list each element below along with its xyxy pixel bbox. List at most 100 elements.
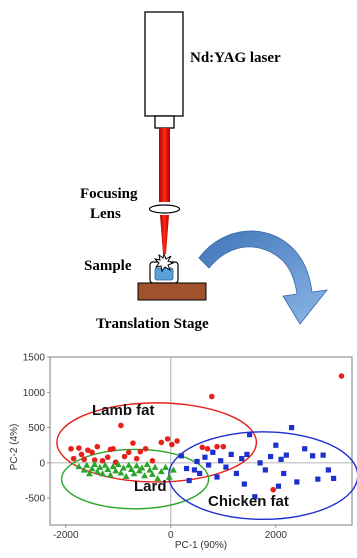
data-point-triangle (128, 465, 135, 472)
data-point-triangle (122, 472, 130, 480)
data-point-square (239, 456, 245, 462)
data-point-circle (133, 455, 140, 462)
data-point-triangle (114, 460, 122, 468)
data-point-circle (125, 449, 132, 456)
pca-scatter-chart: -2000 0 2000 1500 1000 500 0 -500 Lamb fat Lard… (9, 353, 357, 551)
data-point-circle (76, 445, 82, 451)
data-point-triangle (162, 463, 169, 470)
cluster-label-chicken-fat: Chicken fat (208, 493, 289, 510)
data-point-circle (220, 443, 227, 450)
data-point-square (302, 446, 308, 452)
data-point-triangle (151, 463, 159, 470)
data-point-triangle (99, 470, 106, 477)
sample-label: Sample (84, 258, 132, 274)
x-tick-label: 0 (168, 530, 174, 541)
data-point-triangle (125, 461, 133, 468)
data-point-triangle (85, 470, 93, 477)
laser-setup-diagram: Nd:YAG laser Focusing Lens Sample Transl… (80, 11, 328, 332)
data-point-square (331, 475, 337, 482)
data-point-circle (104, 454, 111, 461)
data-point-square (252, 494, 258, 500)
stage-label: Translation Stage (96, 316, 209, 332)
data-point-square (278, 456, 284, 462)
data-point-circle (338, 373, 345, 379)
cluster-label-lamb-fat: Lamb fat (92, 402, 155, 419)
laser-head (144, 11, 184, 117)
data-point-circle (169, 441, 175, 448)
data-point-square (262, 467, 268, 473)
data-point-circle (142, 445, 149, 452)
data-point-square (202, 454, 208, 460)
data-point-circle (199, 444, 206, 451)
focusing-lens (148, 204, 181, 214)
data-point-triangle (112, 467, 120, 474)
data-point-circle (91, 457, 98, 463)
data-point-triangle (133, 462, 141, 469)
data-point-circle (78, 451, 85, 458)
y-tick-label: -500 (25, 494, 45, 505)
data-point-triangle (154, 475, 162, 482)
data-point-square (218, 458, 224, 464)
data-point-circle (137, 448, 144, 455)
data-point-triangle (170, 466, 177, 473)
plasma-spark-icon (153, 252, 175, 273)
data-point-square (294, 479, 300, 485)
cluster-ellipse (60, 448, 210, 510)
translation-stage (137, 282, 207, 301)
data-point-square (310, 453, 316, 459)
x-axis-label: PC-1 (90%) (175, 540, 227, 551)
cluster-ellipse (56, 402, 258, 483)
data-point-circle (85, 447, 91, 453)
y-axis-label: PC-2 (4%) (9, 424, 20, 471)
laser-aperture (154, 115, 175, 129)
data-point-triangle (130, 470, 138, 477)
data-point-square (244, 451, 250, 458)
x-tick-label: -2000 (53, 530, 79, 541)
data-point-triangle (165, 473, 173, 480)
focusing-lens-label-line2: Lens (90, 206, 121, 222)
data-point-square (186, 477, 192, 484)
data-point-square (178, 453, 184, 459)
data-point-circle (208, 393, 215, 400)
data-points (68, 373, 345, 500)
data-point-circle (89, 449, 95, 456)
curved-arrow-icon (198, 230, 328, 325)
data-point-square (267, 453, 274, 460)
focused-beam (160, 215, 169, 254)
data-point-square (233, 470, 240, 477)
data-point-triangle (109, 463, 117, 470)
data-point-triangle (83, 461, 91, 468)
data-point-triangle (143, 460, 151, 468)
data-point-triangle (88, 465, 96, 472)
data-point-circle (81, 456, 87, 463)
plot-axes (49, 356, 353, 526)
data-point-square (320, 452, 326, 458)
data-point-triangle (141, 472, 148, 479)
data-point-circle (214, 443, 220, 450)
data-point-circle (121, 453, 128, 460)
data-point-square (194, 458, 200, 465)
data-point-triangle (104, 465, 112, 472)
data-point-triangle (75, 463, 83, 470)
data-point-square (273, 442, 279, 448)
data-point-circle (118, 422, 124, 429)
data-point-square (228, 451, 234, 458)
data-point-square (183, 465, 190, 472)
data-point-circle (149, 457, 156, 464)
x-tick-label: 2000 (265, 530, 288, 541)
data-point-circle (164, 436, 171, 442)
data-point-triangle (149, 470, 156, 477)
laser-label: Nd:YAG laser (190, 50, 281, 66)
data-point-square (281, 470, 287, 477)
data-point-square (275, 483, 282, 489)
data-point-square (246, 432, 253, 438)
data-point-triangle (91, 460, 99, 468)
data-point-triangle (96, 463, 104, 470)
y-tick-label: 0 (39, 458, 45, 469)
data-point-square (283, 452, 289, 458)
data-point-square (289, 424, 295, 431)
laser-beam (159, 128, 170, 202)
data-point-triangle (93, 467, 101, 475)
data-point-square (223, 464, 229, 470)
